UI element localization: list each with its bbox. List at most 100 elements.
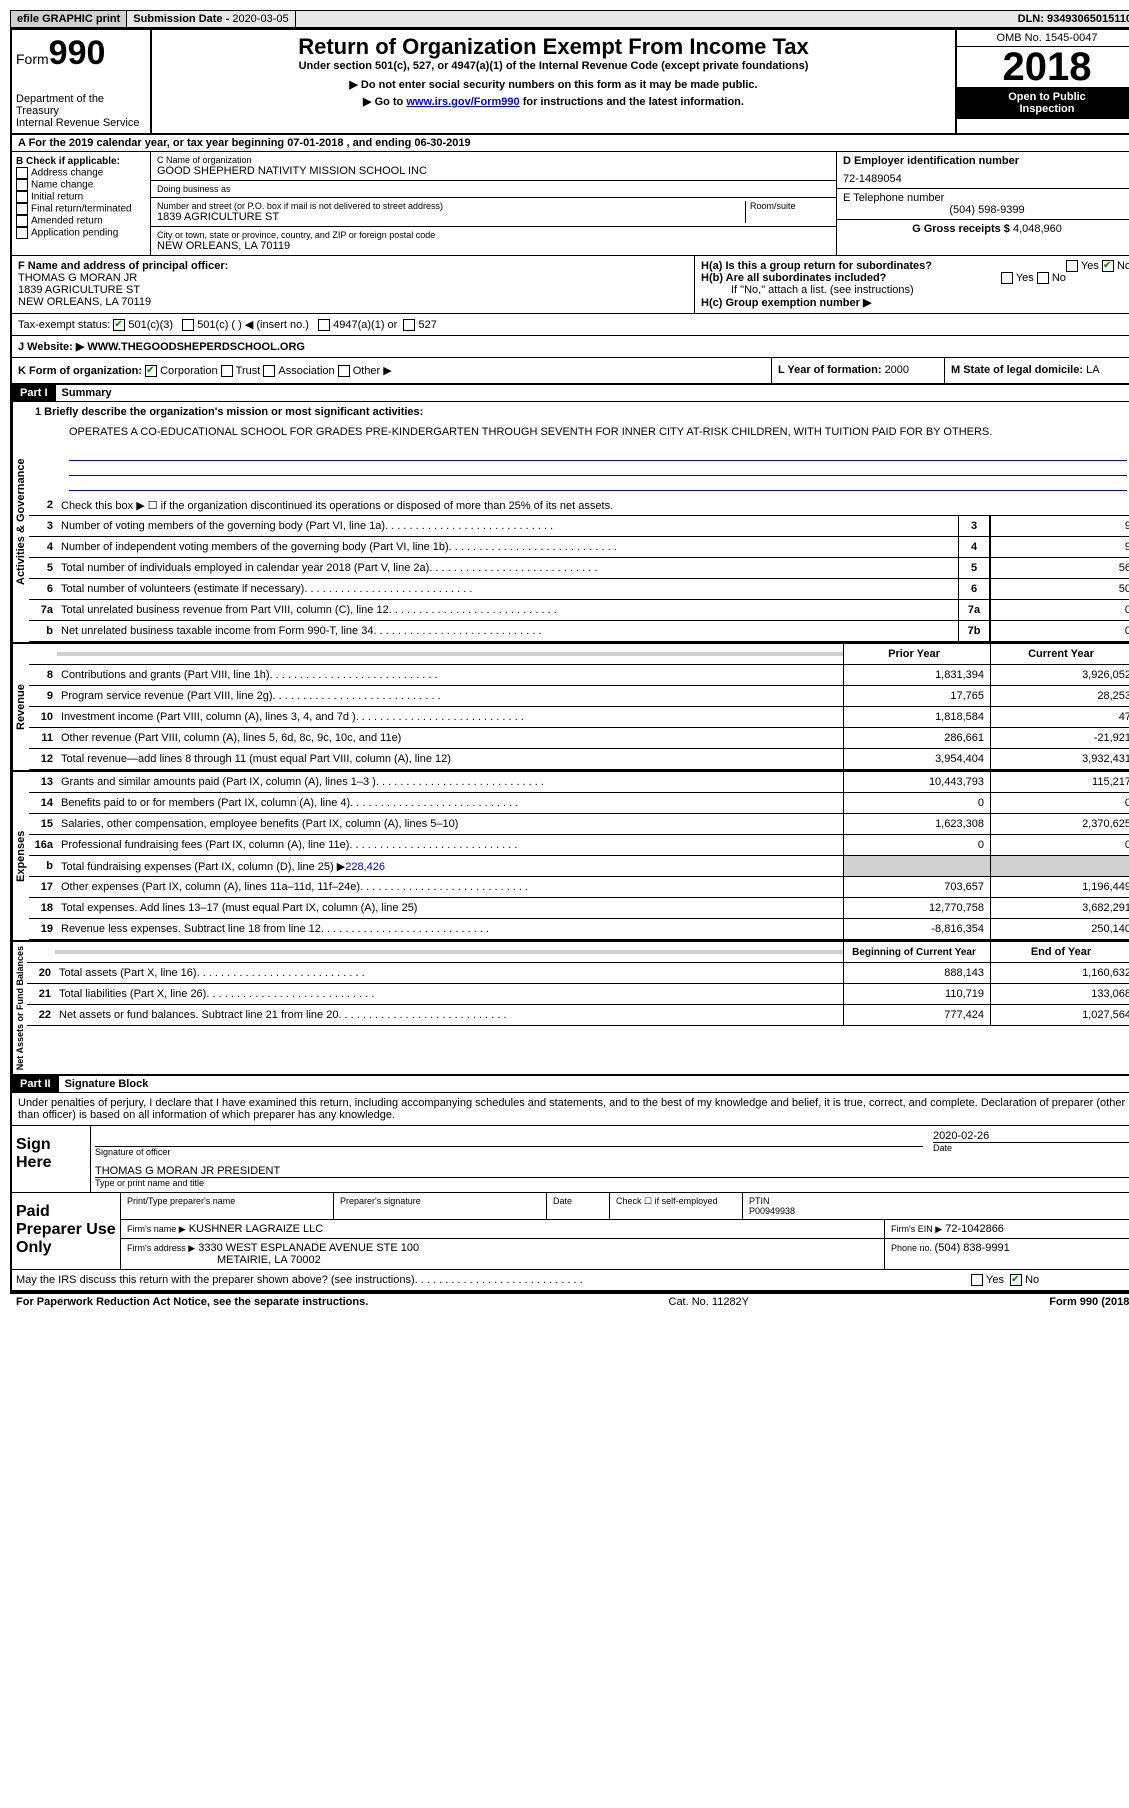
- officer-addr2: NEW ORLEANS, LA 70119: [18, 296, 688, 308]
- check-app-pending[interactable]: [16, 227, 28, 239]
- line-16b: Total fundraising expenses (Part IX, col…: [57, 858, 843, 875]
- hb-no-check[interactable]: [1037, 272, 1049, 284]
- boy-header: Beginning of Current Year: [843, 942, 990, 962]
- c16a: 0: [990, 835, 1129, 855]
- ptin-label: PTIN: [749, 1196, 770, 1206]
- discuss-yes-check[interactable]: [971, 1274, 983, 1286]
- line-15: Salaries, other compensation, employee b…: [57, 816, 843, 832]
- p19: -8,816,354: [843, 919, 990, 939]
- check-initial-return[interactable]: [16, 191, 28, 203]
- prep-name-label: Print/Type preparer's name: [121, 1193, 334, 1219]
- line-16a: Professional fundraising fees (Part IX, …: [57, 837, 843, 853]
- org-name: GOOD SHEPHERD NATIVITY MISSION SCHOOL IN…: [157, 165, 830, 177]
- check-assoc[interactable]: [263, 365, 275, 377]
- ha-yes-check[interactable]: [1066, 260, 1078, 272]
- hb-note: If "No," attach a list. (see instruction…: [701, 284, 1129, 296]
- part-2-bar: Part II: [12, 1076, 59, 1092]
- check-amended[interactable]: [16, 215, 28, 227]
- officer-name: THOMAS G MORAN JR: [18, 272, 688, 284]
- p11: 286,661: [843, 728, 990, 748]
- column-b-checkboxes: B Check if applicable: Address change Na…: [12, 152, 151, 255]
- sig-name: THOMAS G MORAN JR PRESIDENT: [95, 1165, 1129, 1178]
- top-toolbar: efile GRAPHIC print Submission Date - 20…: [10, 10, 1129, 28]
- prep-date-label: Date: [547, 1193, 610, 1219]
- c20: 1,160,632: [990, 963, 1129, 983]
- tax-year: 2018: [957, 47, 1129, 87]
- side-netassets: Net Assets or Fund Balances: [12, 942, 27, 1074]
- prep-self-employed: Check ☐ if self-employed: [610, 1193, 743, 1219]
- check-address-change[interactable]: [16, 167, 28, 179]
- sig-date: 2020-02-26: [933, 1130, 1129, 1143]
- mission-label: 1 Briefly describe the organization's mi…: [29, 402, 1129, 422]
- check-final-return[interactable]: [16, 203, 28, 215]
- c12: 3,932,431: [990, 749, 1129, 769]
- officer-label: F Name and address of principal officer:: [18, 260, 688, 272]
- firm-addr-label: Firm's address ▶: [127, 1243, 195, 1253]
- sig-date-label: Date: [933, 1143, 1129, 1153]
- p12: 3,954,404: [843, 749, 990, 769]
- check-corp[interactable]: [145, 365, 157, 377]
- part-1-title: Summary: [56, 385, 118, 401]
- form-subtitle-1: Under section 501(c), 527, or 4947(a)(1)…: [160, 60, 947, 72]
- check-501c[interactable]: [182, 319, 194, 331]
- efile-print-button[interactable]: efile GRAPHIC print: [11, 11, 127, 27]
- p22: 777,424: [843, 1005, 990, 1025]
- dept-treasury: Department of the Treasury: [16, 93, 146, 117]
- p9: 17,765: [843, 686, 990, 706]
- check-527[interactable]: [403, 319, 415, 331]
- phone-label: E Telephone number: [843, 192, 1129, 204]
- hb-yes-check[interactable]: [1001, 272, 1013, 284]
- state-domicile-label: M State of legal domicile:: [951, 364, 1086, 376]
- form-subtitle-2: ▶ Do not enter social security numbers o…: [160, 78, 947, 91]
- check-501c3[interactable]: [113, 319, 125, 331]
- p8: 1,831,394: [843, 665, 990, 685]
- discuss-no-check[interactable]: [1010, 1274, 1022, 1286]
- check-name-change[interactable]: [16, 179, 28, 191]
- check-4947[interactable]: [318, 319, 330, 331]
- year-formation: 2000: [885, 364, 909, 376]
- perjury-text: Under penalties of perjury, I declare th…: [12, 1093, 1129, 1126]
- org-name-label: C Name of organization: [157, 155, 830, 165]
- form-number: Form990: [16, 34, 146, 73]
- side-activities: Activities & Governance: [12, 402, 29, 642]
- line-18: Total expenses. Add lines 13–17 (must eq…: [57, 900, 843, 916]
- line-3: Number of voting members of the governin…: [57, 518, 958, 534]
- website-value: WWW.THEGOODSHEPERDSCHOOL.ORG: [87, 341, 305, 353]
- c22: 1,027,564: [990, 1005, 1129, 1025]
- check-other[interactable]: [338, 365, 350, 377]
- h-c-row: H(c) Group exemption number ▶: [701, 296, 1129, 309]
- c9: 28,253: [990, 686, 1129, 706]
- c19: 250,140: [990, 919, 1129, 939]
- val-3: 9: [990, 516, 1129, 536]
- p15: 1,623,308: [843, 814, 990, 834]
- val-7b: 0: [990, 621, 1129, 641]
- line-14: Benefits paid to or for members (Part IX…: [57, 795, 843, 811]
- sign-here-label: Sign Here: [12, 1126, 91, 1192]
- irs-link[interactable]: www.irs.gov/Form990: [406, 96, 519, 108]
- h-a-row: H(a) Is this a group return for subordin…: [701, 260, 1129, 272]
- sig-name-label: Type or print name and title: [95, 1178, 1129, 1188]
- line-9: Program service revenue (Part VIII, line…: [57, 688, 843, 704]
- p16a: 0: [843, 835, 990, 855]
- room-label: Room/suite: [750, 201, 830, 211]
- firm-addr1: 3330 WEST ESPLANADE AVENUE STE 100: [198, 1242, 419, 1254]
- dept-irs: Internal Revenue Service: [16, 117, 146, 129]
- gross-label: G Gross receipts $: [912, 223, 1013, 235]
- form-org-label: K Form of organization:: [18, 365, 142, 377]
- p18: 12,770,758: [843, 898, 990, 918]
- footer-mid: Cat. No. 11282Y: [368, 1296, 1049, 1308]
- line-13: Grants and similar amounts paid (Part IX…: [57, 774, 843, 790]
- street-label: Number and street (or P.O. box if mail i…: [157, 201, 745, 211]
- current-year-header: Current Year: [990, 644, 1129, 664]
- firm-phone: (504) 838-9991: [935, 1242, 1010, 1254]
- sig-officer-label: Signature of officer: [95, 1147, 923, 1157]
- prep-sig-label: Preparer's signature: [334, 1193, 547, 1219]
- c8: 3,926,052: [990, 665, 1129, 685]
- check-trust[interactable]: [221, 365, 233, 377]
- eoy-header: End of Year: [990, 942, 1129, 962]
- street-value: 1839 AGRICULTURE ST: [157, 211, 745, 223]
- line-20: Total assets (Part X, line 16): [55, 965, 843, 981]
- ha-no-check[interactable]: [1102, 260, 1114, 272]
- p17: 703,657: [843, 877, 990, 897]
- dba-label: Doing business as: [157, 184, 830, 194]
